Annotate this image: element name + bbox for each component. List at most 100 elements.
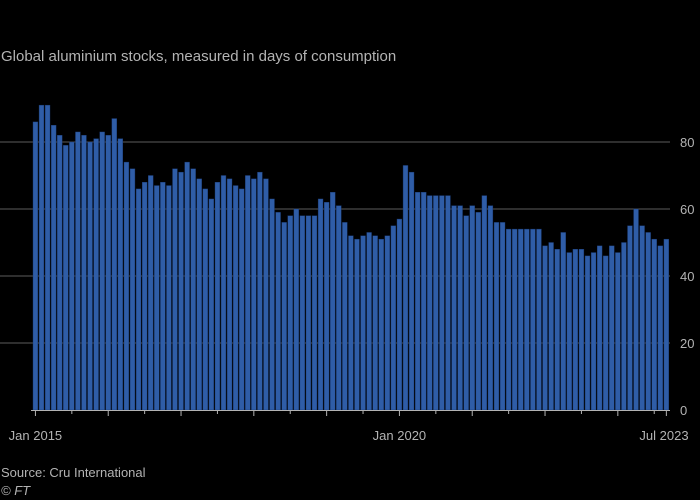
bar [190, 168, 196, 411]
bar [342, 222, 348, 411]
bar [609, 245, 615, 411]
y-tick-label: 80 [680, 135, 694, 150]
bar [87, 141, 93, 411]
bar [493, 222, 500, 411]
bar [499, 222, 506, 411]
bar [590, 252, 597, 411]
bar [518, 228, 524, 411]
bar [324, 202, 330, 411]
bar [354, 238, 360, 411]
bar [657, 245, 663, 411]
bar [299, 215, 305, 411]
bar [232, 185, 239, 411]
bar [530, 228, 536, 411]
bar [481, 195, 487, 411]
bar [123, 161, 130, 411]
bar [38, 104, 45, 411]
bar [293, 208, 299, 411]
y-tick-label: 0 [680, 403, 687, 418]
bar [554, 248, 560, 411]
bar [536, 228, 542, 411]
bar [451, 205, 457, 411]
x-tick-label: Jan 2020 [373, 428, 427, 443]
bar [603, 255, 609, 411]
bar [427, 195, 433, 411]
bar [202, 188, 208, 411]
bar [305, 215, 312, 411]
bar [396, 218, 403, 411]
bar [560, 232, 566, 411]
bar [597, 245, 603, 411]
bar [645, 232, 651, 411]
bar [524, 228, 530, 411]
bar [105, 135, 111, 411]
bar [51, 125, 57, 411]
bar [184, 161, 190, 411]
bar [372, 235, 378, 411]
x-tick-label: Jul 2023 [639, 428, 688, 443]
bar [135, 188, 142, 411]
bar [148, 175, 154, 411]
bar [32, 121, 39, 411]
bar [445, 195, 451, 411]
bar [57, 135, 63, 411]
bar [196, 178, 202, 411]
source-note: Source: Cru International [1, 465, 146, 480]
x-axis: Jan 2015 Jan 2020 Jul 2023 [9, 410, 689, 443]
bar [469, 205, 475, 411]
bar [111, 118, 117, 411]
bar [651, 238, 657, 411]
x-tick-label: Jan 2015 [9, 428, 63, 443]
bar [366, 232, 372, 411]
bar [141, 181, 148, 411]
chart-subtitle: Global aluminium stocks, measured in day… [1, 48, 397, 65]
ft-credit: © FT [1, 483, 31, 498]
bar [415, 192, 421, 411]
bar [93, 138, 99, 411]
bar [220, 175, 227, 411]
bar [633, 208, 639, 411]
bar [487, 205, 494, 411]
y-tick-label: 60 [680, 202, 694, 217]
bar [457, 205, 463, 411]
bar [239, 188, 245, 411]
bar [639, 225, 645, 411]
bar [433, 195, 439, 411]
bar [69, 141, 75, 411]
bar [475, 212, 481, 411]
bar [172, 168, 178, 411]
bar [578, 248, 585, 411]
bar [275, 212, 281, 411]
bar [463, 215, 469, 411]
bar [99, 131, 105, 411]
bar [348, 235, 354, 411]
bar [281, 222, 287, 411]
bar [311, 215, 318, 411]
bar [663, 238, 669, 411]
bar [226, 178, 233, 411]
bar [75, 131, 81, 411]
bar [512, 228, 518, 411]
bar [117, 138, 124, 411]
bar [378, 238, 384, 411]
bar [584, 255, 591, 411]
bar [178, 171, 184, 411]
bar [160, 181, 166, 411]
y-tick-label: 20 [680, 336, 694, 351]
bar [166, 185, 172, 411]
bar [506, 228, 512, 411]
bar [154, 185, 160, 411]
bar [360, 235, 366, 411]
bar [627, 225, 633, 411]
bar [621, 242, 627, 411]
bar [572, 248, 578, 411]
y-tick-label: 40 [680, 269, 694, 284]
bar [336, 205, 342, 411]
bar [251, 178, 257, 411]
bar [214, 181, 221, 411]
bar [263, 178, 269, 411]
bar [330, 192, 336, 411]
bar [129, 168, 136, 411]
bar [548, 242, 554, 411]
